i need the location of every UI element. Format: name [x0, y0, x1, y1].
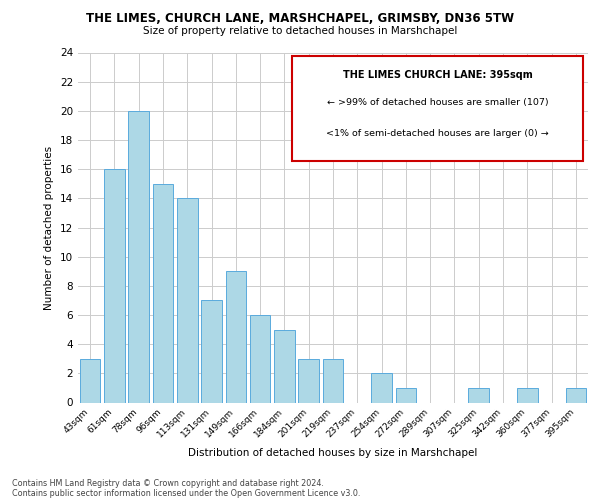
Bar [177, 198, 197, 402]
Bar [274, 330, 295, 402]
Text: Size of property relative to detached houses in Marshchapel: Size of property relative to detached ho… [143, 26, 457, 36]
Bar [226, 271, 246, 402]
Bar [201, 300, 222, 402]
Bar [250, 315, 271, 402]
Text: ← >99% of detached houses are smaller (107): ← >99% of detached houses are smaller (1… [327, 98, 548, 107]
Text: <1% of semi-detached houses are larger (0) →: <1% of semi-detached houses are larger (… [326, 130, 549, 138]
Bar [152, 184, 173, 402]
Text: Contains HM Land Registry data © Crown copyright and database right 2024.: Contains HM Land Registry data © Crown c… [12, 478, 324, 488]
Bar [469, 388, 489, 402]
Text: Contains public sector information licensed under the Open Government Licence v3: Contains public sector information licen… [12, 488, 361, 498]
Text: THE LIMES CHURCH LANE: 395sqm: THE LIMES CHURCH LANE: 395sqm [343, 70, 532, 80]
Bar [395, 388, 416, 402]
X-axis label: Distribution of detached houses by size in Marshchapel: Distribution of detached houses by size … [188, 448, 478, 458]
Bar [371, 374, 392, 402]
Bar [80, 358, 100, 403]
Y-axis label: Number of detached properties: Number of detached properties [44, 146, 55, 310]
Bar [517, 388, 538, 402]
Text: THE LIMES, CHURCH LANE, MARSHCHAPEL, GRIMSBY, DN36 5TW: THE LIMES, CHURCH LANE, MARSHCHAPEL, GRI… [86, 12, 514, 26]
Bar [566, 388, 586, 402]
Bar [104, 169, 125, 402]
Bar [298, 358, 319, 403]
FancyBboxPatch shape [292, 56, 583, 161]
Bar [323, 358, 343, 403]
Bar [128, 111, 149, 403]
